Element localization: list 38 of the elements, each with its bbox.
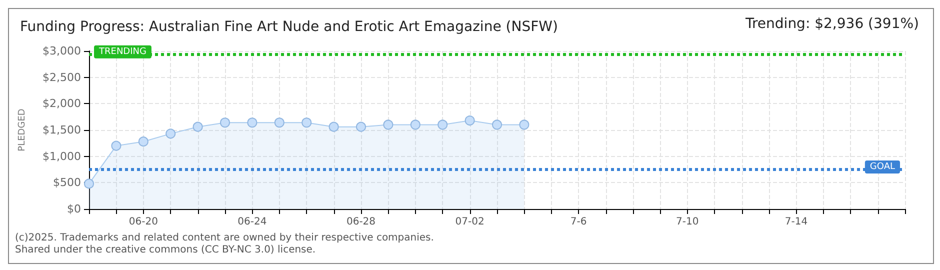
point (519, 120, 530, 130)
text: Shared under the creative commons (CC BY-NC 3.0) license. (15, 244, 316, 256)
ref-line-label: GOAL (870, 162, 895, 172)
y-tick-label: $1,000 (42, 150, 81, 163)
x-tick-label: 7-6 (570, 216, 587, 228)
point (438, 120, 448, 130)
text: (c)2025. Trademarks and related content are owned by their respective companies. (15, 232, 434, 244)
point (247, 118, 258, 128)
y-tick-label: $1,500 (42, 124, 81, 136)
y-tick-label: $2,500 (42, 70, 81, 84)
point (356, 122, 366, 132)
point (192, 122, 203, 132)
point (84, 178, 94, 189)
y-tick-label: $500 (53, 176, 81, 190)
x-tick-label: 06-20 (128, 216, 158, 228)
x-tick-label: 7-14 (784, 216, 808, 228)
x-tick-label: 7-10 (676, 216, 699, 228)
ref-line-label: TRENDING (98, 46, 146, 57)
x-tick-label: 06-24 (238, 216, 267, 228)
y-axis-title: PLEDGED (18, 108, 28, 152)
text: Trending: $2,936 (391%) (744, 16, 920, 32)
point (328, 122, 339, 132)
y-tick-label: $2,000 (42, 97, 81, 110)
point (220, 118, 230, 128)
chart-title: Funding Progress: Australian Fine Art Nude and Erotic Art Emagazine (NSFW) (20, 19, 558, 35)
point (302, 118, 312, 128)
y-tick-label: $0 (67, 202, 81, 216)
point (111, 140, 122, 151)
point (383, 120, 394, 130)
point (410, 120, 420, 130)
x-tick-label: 07-02 (455, 216, 484, 228)
x-tick-label: 06-28 (346, 216, 376, 228)
point (464, 116, 475, 126)
point (274, 118, 284, 128)
point (166, 128, 176, 139)
y-tick-label: $3,000 (42, 44, 81, 58)
point (492, 120, 502, 130)
point (138, 136, 148, 147)
